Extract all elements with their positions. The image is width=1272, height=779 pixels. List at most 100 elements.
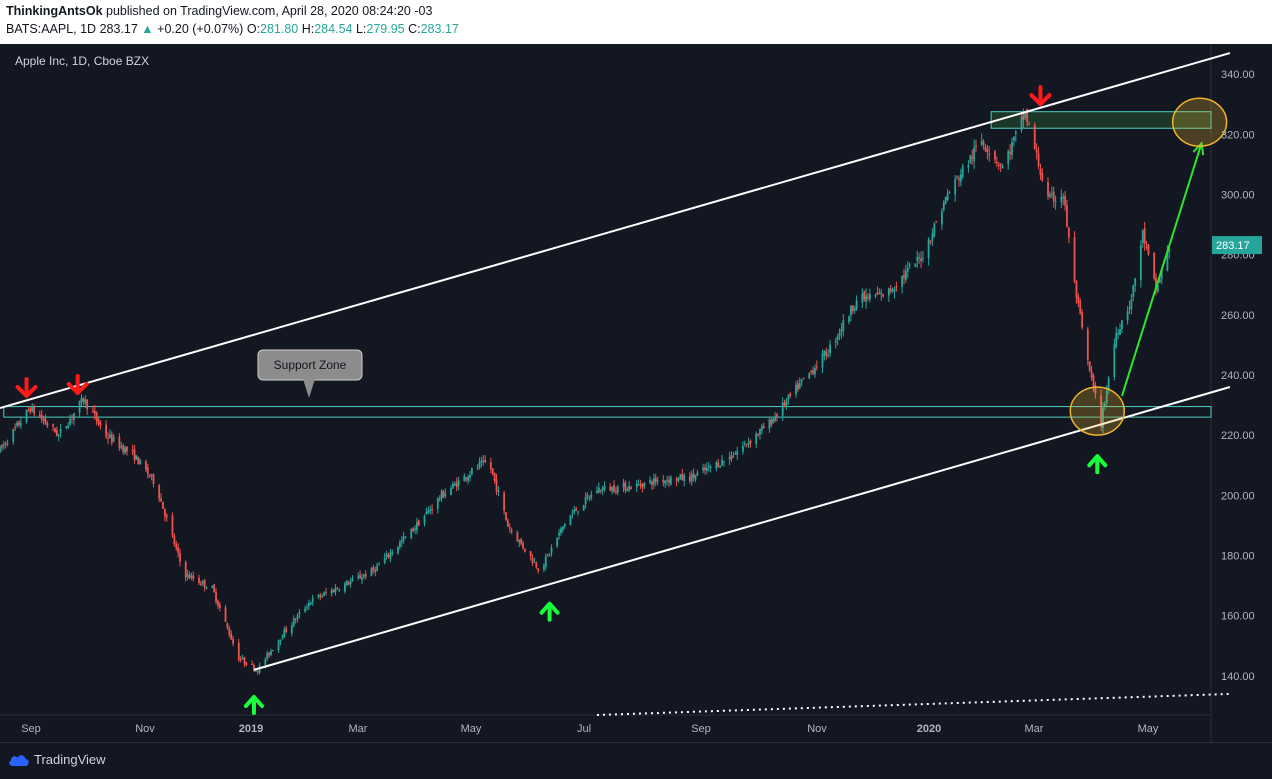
candle-body bbox=[709, 466, 712, 468]
candle-body bbox=[893, 288, 896, 292]
candle-body bbox=[162, 501, 164, 509]
candle-body bbox=[389, 552, 392, 559]
candle-body bbox=[821, 353, 824, 368]
green-up-arrow-icon-shape bbox=[539, 601, 560, 622]
candle-body bbox=[78, 400, 81, 413]
candle-body bbox=[601, 487, 604, 491]
candle-body bbox=[308, 603, 310, 607]
candle-body bbox=[14, 427, 17, 429]
candle-body bbox=[745, 443, 748, 445]
candle-body bbox=[696, 472, 699, 476]
candle-body bbox=[361, 577, 363, 580]
candle-body bbox=[599, 489, 602, 492]
candle-body bbox=[795, 384, 797, 395]
candle-body bbox=[668, 479, 670, 483]
candle-body bbox=[400, 540, 403, 543]
candle-body bbox=[1092, 375, 1095, 388]
candle-body bbox=[467, 476, 470, 481]
candle-body bbox=[283, 629, 286, 638]
support-zone-callout[interactable]: Support Zone bbox=[257, 349, 363, 398]
candle-body bbox=[349, 581, 352, 585]
candle-body bbox=[597, 487, 600, 493]
candle-body bbox=[882, 294, 885, 297]
high-value: 284.54 bbox=[314, 22, 353, 36]
candle-body bbox=[609, 486, 612, 491]
candle-body bbox=[55, 430, 58, 436]
candle-body bbox=[569, 515, 572, 526]
candle-body bbox=[1130, 299, 1133, 309]
candle-body bbox=[1145, 246, 1148, 248]
y-tick-label: 220.00 bbox=[1221, 430, 1255, 442]
candle-body bbox=[311, 597, 314, 603]
candle-body bbox=[959, 174, 962, 182]
candle-body bbox=[385, 553, 388, 557]
candle-body bbox=[944, 197, 947, 204]
candle-body bbox=[1126, 311, 1129, 321]
candle-body bbox=[681, 473, 684, 480]
candle-body bbox=[622, 483, 625, 488]
resistance-zone[interactable] bbox=[990, 111, 1212, 129]
candle-body bbox=[29, 408, 32, 413]
candle-body bbox=[378, 564, 380, 566]
tradingview-logo[interactable]: TradingView bbox=[8, 752, 106, 767]
candle-body bbox=[245, 662, 248, 666]
candle-body bbox=[397, 546, 399, 554]
x-tick-label: Nov bbox=[807, 723, 827, 735]
candle-body bbox=[1075, 281, 1078, 298]
candle-body bbox=[639, 484, 642, 486]
callout-pointer bbox=[303, 379, 315, 398]
candle-body bbox=[97, 419, 100, 425]
candle-body bbox=[1064, 195, 1066, 206]
symbol-info: BATS:AAPL, 1D 283.17 ▲ +0.20 (+0.07%) O:… bbox=[6, 22, 459, 36]
lower-channel-line[interactable] bbox=[253, 386, 1231, 671]
candle-body bbox=[1081, 312, 1084, 328]
candle-body bbox=[1033, 124, 1036, 150]
y-tick-label: 320.00 bbox=[1221, 129, 1255, 141]
candle-body bbox=[402, 536, 405, 541]
candle-body bbox=[253, 665, 255, 671]
candle-body bbox=[38, 414, 41, 417]
candle-body bbox=[57, 434, 60, 437]
candle-body bbox=[1141, 230, 1144, 243]
candle-body bbox=[1035, 149, 1038, 153]
candle-body bbox=[506, 520, 509, 527]
candle-body bbox=[292, 618, 295, 627]
candle-body bbox=[95, 412, 98, 421]
close-label: C: bbox=[408, 22, 421, 36]
candle-body bbox=[1107, 377, 1110, 390]
candle-body bbox=[887, 288, 890, 296]
candle-body bbox=[80, 397, 83, 403]
candle-body bbox=[319, 595, 322, 597]
candle-body bbox=[958, 178, 960, 180]
dotted-trend-line[interactable] bbox=[596, 692, 1230, 716]
price-chart[interactable]: Apple Inc, 1D, Cboe BZX Support Zone 140… bbox=[0, 44, 1272, 742]
candle-body bbox=[131, 449, 134, 452]
candle-body bbox=[417, 520, 420, 526]
candle-body bbox=[995, 161, 998, 164]
candle-body bbox=[550, 547, 553, 553]
candle-body bbox=[135, 455, 138, 460]
projection-arrow-head bbox=[1192, 141, 1205, 156]
author-name[interactable]: ThinkingAntsOk bbox=[6, 4, 103, 18]
highlight-circle[interactable] bbox=[1171, 97, 1228, 147]
candle-body bbox=[306, 607, 308, 609]
candle-body bbox=[1024, 111, 1027, 118]
projection-arrow-line[interactable] bbox=[1120, 142, 1203, 397]
open-value: 281.80 bbox=[260, 22, 299, 36]
candle-body bbox=[82, 398, 85, 402]
y-tick-label: 300.00 bbox=[1221, 189, 1255, 201]
candle-body bbox=[1155, 277, 1157, 290]
candle-body bbox=[254, 669, 257, 672]
candle-body bbox=[1067, 227, 1070, 238]
close-value: 283.17 bbox=[420, 22, 459, 36]
candle-body bbox=[1049, 194, 1051, 197]
candle-body bbox=[120, 446, 123, 448]
highlight-circle[interactable] bbox=[1069, 386, 1126, 436]
x-tick-label: Jul bbox=[577, 723, 591, 735]
support-zone[interactable] bbox=[3, 406, 1212, 418]
candle-body bbox=[31, 406, 34, 412]
candle-body bbox=[71, 416, 73, 419]
chart-header: ThinkingAntsOk published on TradingView.… bbox=[0, 0, 1272, 44]
chart-area[interactable]: Apple Inc, 1D, Cboe BZX Support Zone 140… bbox=[0, 44, 1272, 742]
upper-channel-line[interactable] bbox=[0, 52, 1231, 410]
